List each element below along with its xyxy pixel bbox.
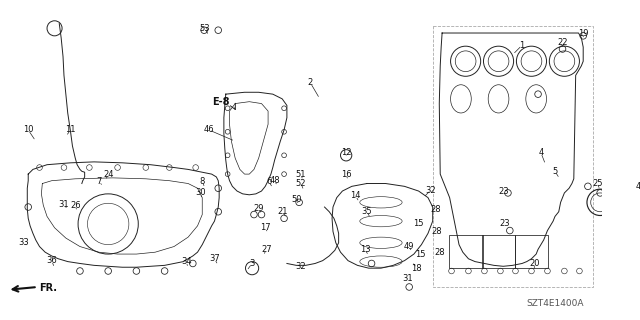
Text: SZT4E1400A: SZT4E1400A	[526, 300, 584, 308]
Text: 33: 33	[18, 238, 29, 247]
Text: 12: 12	[341, 148, 351, 157]
Text: 23: 23	[500, 220, 511, 228]
Text: 25: 25	[592, 179, 603, 188]
Text: 49: 49	[404, 242, 415, 251]
Text: 18: 18	[412, 264, 422, 273]
Text: 4: 4	[538, 148, 543, 157]
Text: 8: 8	[200, 177, 205, 186]
Text: 36: 36	[46, 256, 57, 265]
Text: 5: 5	[552, 167, 557, 176]
Text: 23: 23	[498, 187, 509, 196]
Text: 51: 51	[296, 170, 307, 179]
Text: 13: 13	[360, 245, 371, 254]
Text: 16: 16	[341, 170, 351, 179]
Text: 31: 31	[402, 274, 413, 283]
Text: 21: 21	[277, 207, 287, 216]
Text: 7: 7	[96, 177, 102, 186]
Text: 52: 52	[296, 179, 307, 188]
Text: 10: 10	[23, 125, 33, 134]
Text: 17: 17	[260, 223, 271, 232]
Text: 26: 26	[70, 201, 81, 210]
Text: 22: 22	[557, 38, 568, 47]
Text: 28: 28	[431, 227, 442, 236]
Text: 14: 14	[350, 191, 361, 200]
Text: 32: 32	[296, 262, 307, 271]
Text: 4: 4	[635, 182, 640, 191]
Text: 24: 24	[103, 170, 113, 179]
Text: 53: 53	[200, 24, 211, 33]
Text: 2: 2	[308, 78, 313, 87]
Text: 31: 31	[59, 200, 69, 209]
Text: 19: 19	[578, 28, 588, 37]
Text: 1: 1	[520, 41, 525, 50]
Text: 50: 50	[291, 195, 301, 204]
Text: 30: 30	[195, 188, 205, 197]
Text: 37: 37	[209, 254, 220, 263]
Text: 11: 11	[65, 125, 76, 134]
Text: 48: 48	[269, 176, 280, 185]
Text: 15: 15	[415, 250, 426, 259]
Text: 6: 6	[266, 177, 272, 186]
Text: E-8: E-8	[212, 97, 230, 107]
Text: 27: 27	[261, 245, 271, 254]
Text: 29: 29	[253, 204, 264, 213]
Text: 46: 46	[204, 125, 214, 134]
Text: 34: 34	[181, 257, 191, 266]
Text: 20: 20	[529, 259, 540, 268]
Text: 28: 28	[434, 248, 445, 257]
Text: 32: 32	[426, 186, 436, 195]
Text: 35: 35	[362, 207, 372, 216]
Text: FR.: FR.	[40, 283, 58, 293]
Text: 3: 3	[250, 259, 255, 268]
Text: 28: 28	[430, 205, 441, 214]
Text: 15: 15	[413, 220, 424, 228]
